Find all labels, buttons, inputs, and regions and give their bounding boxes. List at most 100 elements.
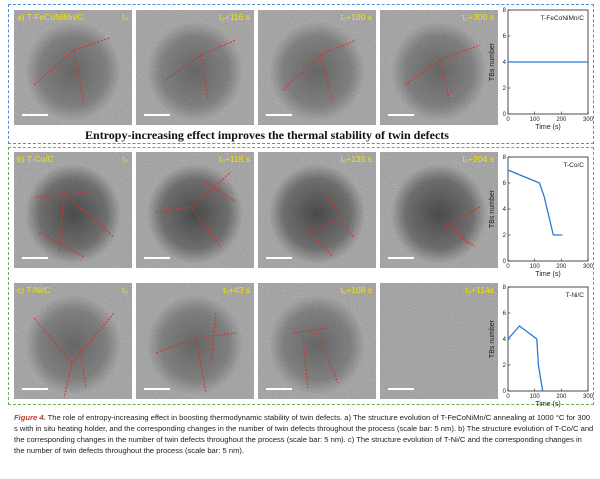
- scale-bar: [144, 388, 170, 390]
- twin-boundary-line: [63, 193, 115, 238]
- scale-bar: [22, 388, 48, 390]
- twin-boundary-line: [33, 49, 75, 86]
- x-axis-label: Time (s): [535, 271, 560, 278]
- x-tick-label: 300: [583, 117, 594, 123]
- twin-boundary-line: [63, 362, 73, 399]
- scale-bar: [266, 114, 292, 116]
- x-tick-label: 300: [583, 394, 594, 400]
- time-stamp: t₀: [122, 285, 128, 295]
- caption-text: The role of entropy-increasing effect in…: [14, 413, 594, 455]
- tem-image-b-3: t₀+135 s: [258, 152, 376, 268]
- y-tick-label: 4: [503, 207, 507, 213]
- twin-boundary-line: [200, 54, 209, 101]
- twin-boundary-lines: [33, 37, 110, 106]
- twin-boundary-line: [439, 59, 451, 103]
- twin-boundary-lines: [33, 312, 115, 399]
- twin-boundary-line: [35, 191, 90, 198]
- plot-frame: [507, 156, 589, 262]
- twin-boundary-lines: [165, 39, 237, 101]
- twin-boundary-line: [451, 221, 469, 245]
- twin-boundary-lines: [380, 283, 498, 399]
- twin-boundary-lines: [282, 39, 357, 103]
- twin-boundary-line: [155, 337, 197, 354]
- tem-image-b-2: t₀+118 s: [136, 152, 254, 268]
- twin-boundary-line: [58, 193, 65, 253]
- twin-boundary-line: [73, 49, 85, 106]
- twin-boundary-line: [302, 337, 309, 389]
- legend-label: T-Co/C: [563, 162, 584, 169]
- series-line: [507, 169, 563, 236]
- x-tick-label: 0: [506, 117, 510, 123]
- scale-bar: [144, 114, 170, 116]
- twin-boundary-lines: [444, 206, 481, 248]
- tbs-chart-a: 0 2 4 6 8 0 100 200 300 Time (s) TBs number T-FeCoN…: [486, 8, 596, 139]
- x-tick-label: 0: [506, 394, 510, 400]
- series-line: [507, 325, 544, 392]
- scale-bar: [22, 114, 48, 116]
- time-stamp: t₀+300 s: [462, 12, 494, 22]
- twin-boundary-lines: [155, 312, 237, 394]
- x-tick-label: 200: [556, 264, 567, 270]
- time-stamp: t₀+108 s: [340, 285, 372, 295]
- time-stamp: t₀+190 s: [340, 12, 372, 22]
- twin-boundary-line: [282, 54, 321, 91]
- tem-image-c-2: t₀+43 s: [136, 283, 254, 399]
- x-tick-label: 200: [556, 394, 567, 400]
- x-tick-label: 100: [530, 264, 541, 270]
- x-axis-label: Time (s): [535, 124, 560, 131]
- twin-boundary-line: [200, 39, 237, 56]
- twin-boundary-line: [33, 317, 73, 364]
- plot-frame: [507, 286, 589, 392]
- legend-label: T-Ni/C: [566, 292, 585, 299]
- x-axis-label: Time (s): [535, 401, 560, 408]
- time-stamp: t₀+114s: [465, 285, 494, 295]
- legend-label: T-FeCoNiMn/C: [541, 15, 585, 22]
- scale-bar: [388, 388, 414, 390]
- y-tick-label: 2: [503, 363, 507, 369]
- tem-image-b-4: t₀+204 s: [380, 152, 498, 268]
- twin-boundary-line: [210, 312, 217, 364]
- tem-image-b-1: b) T-Co/C t₀: [14, 152, 132, 268]
- y-axis-label: TBs number: [489, 42, 496, 81]
- tbs-chart-b: 0 2 4 6 8 0 100 200 300 Time (s) TBs number T-Co/C: [486, 155, 596, 286]
- twin-boundary-lines: [292, 327, 339, 389]
- twin-boundary-line: [317, 332, 339, 384]
- tem-image-a-4: t₀+300 s: [380, 10, 498, 125]
- x-tick-label: 200: [556, 117, 567, 123]
- tem-image-c-1: c) T-Ni/C t₀: [14, 283, 132, 399]
- y-tick-label: 6: [503, 181, 507, 187]
- twin-boundary-line: [307, 231, 334, 258]
- tem-image-c-4: t₀+114s: [380, 283, 498, 399]
- time-stamp: t₀+43 s: [223, 285, 250, 295]
- twin-boundary-lines: [307, 196, 354, 258]
- panel-bc-frame: [8, 147, 594, 405]
- twin-boundary-line: [205, 181, 237, 203]
- twin-boundary-line: [444, 206, 481, 228]
- twin-boundary-line: [165, 54, 202, 81]
- twin-boundary-line: [444, 226, 476, 248]
- y-axis-label: TBs number: [489, 189, 496, 228]
- twin-boundary-line: [73, 37, 110, 51]
- time-stamp: t₀+204 s: [462, 154, 494, 164]
- panel-label: c) T-Ni/C: [17, 285, 51, 295]
- twin-boundary-line: [292, 327, 329, 334]
- twin-boundary-line: [78, 342, 87, 389]
- y-axis-label: TBs number: [489, 319, 496, 358]
- y-tick-label: 0: [503, 389, 507, 395]
- caption-figure-label: Figure 4.: [14, 413, 46, 422]
- panel-label: b) T-Co/C: [17, 154, 54, 164]
- y-tick-label: 0: [503, 112, 507, 118]
- time-stamp: t₀+135 s: [340, 154, 372, 164]
- twin-boundary-lines: [404, 44, 481, 103]
- scale-bar: [266, 257, 292, 259]
- time-stamp: t₀+116 s: [218, 12, 250, 22]
- time-stamp: t₀: [122, 12, 128, 22]
- y-tick-label: 6: [503, 311, 507, 317]
- x-tick-label: 300: [583, 264, 594, 270]
- figure-caption: Figure 4. The role of entropy-increasing…: [14, 412, 594, 456]
- twin-boundary-line: [327, 196, 354, 238]
- twin-boundary-line: [404, 59, 441, 86]
- twin-boundary-line: [195, 337, 207, 394]
- time-stamp: t₀+118 s: [218, 154, 250, 164]
- twin-boundary-line: [307, 216, 344, 233]
